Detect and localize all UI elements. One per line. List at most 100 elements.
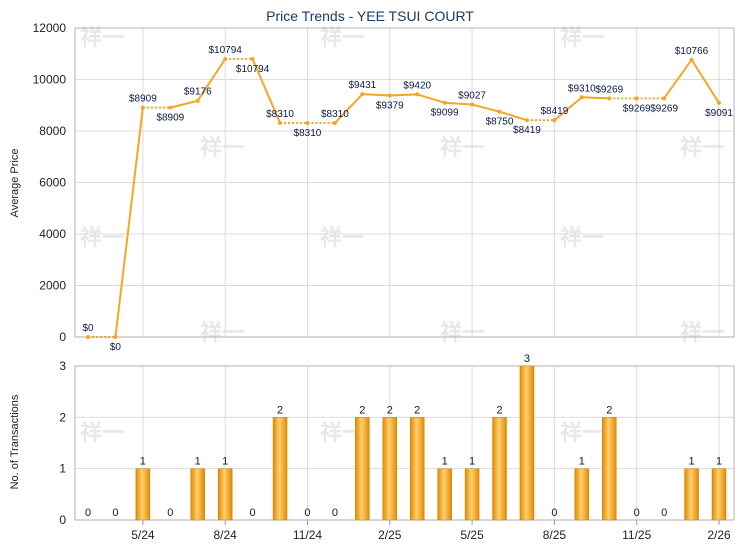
price-data-label: $8750 bbox=[486, 117, 514, 128]
price-point[interactable] bbox=[113, 335, 118, 339]
transactions-plot-frame bbox=[74, 365, 735, 521]
watermark-text: 祥一 bbox=[440, 135, 484, 160]
watermark-text: 祥一 bbox=[80, 25, 124, 50]
transaction-count-label: 0 bbox=[85, 507, 91, 519]
price-line-segment bbox=[389, 93, 418, 97]
transaction-count-label: 2 bbox=[277, 404, 283, 416]
transaction-bar[interactable] bbox=[272, 417, 288, 521]
price-point[interactable] bbox=[332, 121, 337, 126]
price-point[interactable] bbox=[360, 92, 365, 97]
x-tick-label: 5/24 bbox=[131, 528, 155, 542]
transaction-bar[interactable] bbox=[409, 417, 425, 521]
price-line-segment bbox=[581, 96, 610, 100]
price-tick-label: 0 bbox=[59, 330, 66, 344]
price-point[interactable] bbox=[717, 100, 721, 105]
price-point[interactable] bbox=[278, 121, 283, 126]
price-line-segment bbox=[444, 101, 473, 106]
price-data-label: $10766 bbox=[675, 46, 709, 57]
x-tick-label: 5/25 bbox=[460, 528, 484, 542]
transaction-count-label: 1 bbox=[579, 456, 585, 468]
transaction-count-label: 2 bbox=[606, 404, 612, 416]
price-data-label: $8310 bbox=[321, 109, 349, 120]
price-point[interactable] bbox=[415, 92, 420, 97]
price-line-segment bbox=[334, 93, 364, 124]
transaction-count-label: 0 bbox=[661, 507, 667, 519]
transactions-tick-label: 1 bbox=[59, 462, 66, 476]
transaction-bar[interactable] bbox=[519, 365, 535, 521]
transaction-bar[interactable] bbox=[684, 468, 699, 521]
price-point[interactable] bbox=[442, 100, 447, 105]
watermark-text: 祥一 bbox=[560, 225, 604, 250]
price-data-label: $9431 bbox=[348, 80, 376, 91]
price-point[interactable] bbox=[579, 95, 584, 100]
transaction-count-label: 1 bbox=[140, 456, 146, 468]
transaction-count-label: 1 bbox=[195, 456, 201, 468]
x-tick-label: 8/24 bbox=[213, 528, 237, 542]
transactions-tick-label: 0 bbox=[59, 513, 66, 527]
transaction-count-label: 0 bbox=[304, 507, 310, 519]
transaction-bar[interactable] bbox=[711, 468, 727, 521]
price-point[interactable] bbox=[250, 57, 255, 62]
price-line-segment bbox=[170, 99, 198, 109]
price-point[interactable] bbox=[497, 109, 502, 114]
price-point[interactable] bbox=[305, 121, 310, 126]
transaction-count-label: 2 bbox=[414, 404, 420, 416]
transaction-bar[interactable] bbox=[135, 468, 151, 521]
x-tick-label: 2/25 bbox=[378, 528, 402, 542]
price-point[interactable] bbox=[223, 57, 228, 62]
price-tick-label: 8000 bbox=[39, 124, 66, 138]
price-data-label: $8909 bbox=[129, 94, 157, 105]
price-line-segment bbox=[471, 103, 500, 113]
watermark-text: 祥一 bbox=[680, 320, 724, 345]
transactions-tick-label: 2 bbox=[59, 410, 66, 424]
transaction-bar[interactable] bbox=[190, 468, 205, 521]
price-data-label: $10794 bbox=[208, 45, 242, 56]
price-point[interactable] bbox=[387, 93, 392, 98]
price-data-label: $9269 bbox=[623, 103, 651, 114]
transaction-bar[interactable] bbox=[492, 417, 507, 521]
chart-title: Price Trends - YEE TSUI COURT bbox=[266, 8, 474, 24]
transaction-count-label: 2 bbox=[496, 404, 502, 416]
price-plot-frame bbox=[74, 27, 735, 338]
transaction-bar[interactable] bbox=[382, 417, 398, 521]
price-point[interactable] bbox=[168, 105, 173, 110]
price-point[interactable] bbox=[470, 102, 475, 107]
transaction-count-label: 0 bbox=[332, 507, 338, 519]
transaction-count-label: 0 bbox=[551, 507, 557, 519]
x-tick-label: 8/25 bbox=[543, 528, 567, 542]
transaction-bar[interactable] bbox=[602, 417, 617, 521]
price-point[interactable] bbox=[524, 118, 529, 123]
price-point[interactable] bbox=[634, 96, 639, 101]
watermark-text: 祥一 bbox=[320, 25, 364, 50]
transaction-bar[interactable] bbox=[574, 468, 590, 521]
transaction-bar[interactable] bbox=[217, 468, 233, 521]
price-line-segment bbox=[690, 59, 720, 104]
price-data-label: $8310 bbox=[266, 109, 294, 120]
price-axis-label: Average Price bbox=[9, 149, 21, 218]
price-data-label: $0 bbox=[110, 342, 122, 353]
x-tick-label: 11/25 bbox=[622, 528, 651, 542]
price-data-label: $9099 bbox=[431, 108, 459, 119]
transaction-count-label: 1 bbox=[442, 456, 448, 468]
price-point[interactable] bbox=[195, 98, 200, 103]
transactions-axis-label: No. of Transactions bbox=[9, 394, 21, 489]
transaction-bar[interactable] bbox=[355, 417, 370, 521]
price-data-label: $9420 bbox=[403, 80, 431, 91]
transaction-bar[interactable] bbox=[464, 468, 480, 521]
price-tick-label: 6000 bbox=[39, 176, 66, 190]
price-data-label: $9379 bbox=[376, 100, 404, 111]
price-data-label: $8419 bbox=[513, 125, 541, 136]
price-line-segment bbox=[362, 93, 390, 97]
price-point[interactable] bbox=[662, 96, 667, 101]
price-point[interactable] bbox=[689, 57, 694, 62]
price-point[interactable] bbox=[552, 118, 557, 123]
price-data-label: $8310 bbox=[294, 128, 322, 139]
transaction-count-label: 0 bbox=[112, 507, 118, 519]
watermark-text: 祥一 bbox=[440, 320, 484, 345]
price-point[interactable] bbox=[140, 105, 145, 110]
price-point[interactable] bbox=[607, 96, 612, 101]
transaction-bar[interactable] bbox=[437, 468, 452, 521]
price-line-segment bbox=[114, 107, 144, 338]
price-point[interactable] bbox=[86, 335, 90, 339]
price-data-label: $9310 bbox=[568, 83, 596, 94]
